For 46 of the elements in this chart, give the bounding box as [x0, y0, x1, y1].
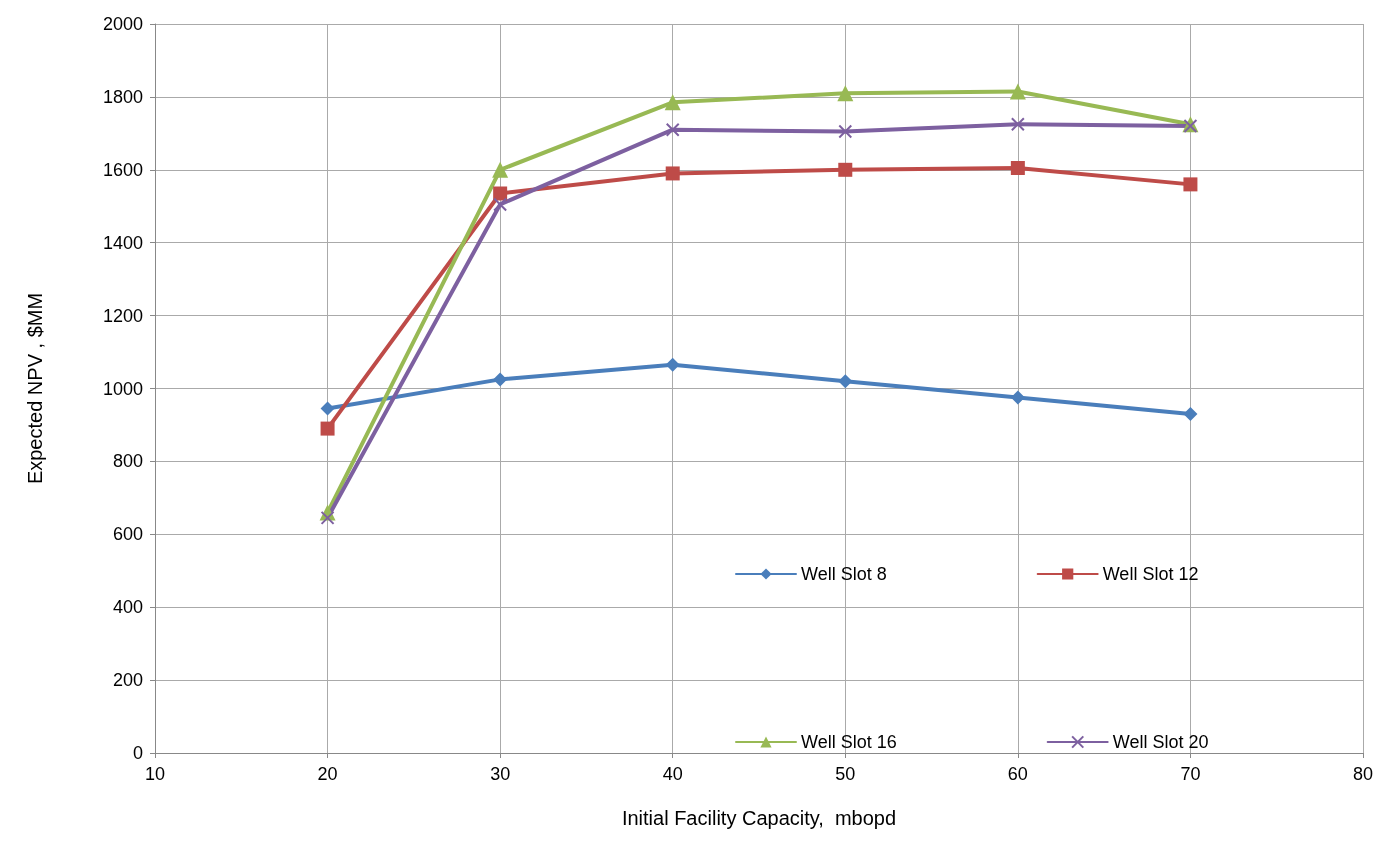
point — [492, 161, 509, 178]
legend-label: Well Slot 20 — [1112, 732, 1209, 752]
point — [493, 186, 508, 201]
x-axis-title: Initial Facility Capacity, mbopd — [621, 807, 897, 829]
legend-label: Well Slot 12 — [1102, 564, 1199, 584]
point — [837, 85, 854, 102]
x-tick-label: 50 — [835, 764, 856, 784]
y-tick-label: 400 — [112, 597, 143, 618]
point — [665, 166, 680, 181]
y-axis-title: Expected NPV , $MM — [24, 292, 46, 485]
point — [1010, 390, 1025, 405]
x-tick-label: 10 — [144, 764, 166, 784]
y-tick-label: 1400 — [102, 232, 143, 253]
x-tick-label: 30 — [490, 764, 511, 784]
point — [493, 197, 508, 212]
point — [493, 372, 508, 387]
x-tick-label: 40 — [662, 764, 683, 784]
point — [665, 122, 680, 137]
y-tick-label: 1000 — [102, 378, 143, 399]
y-tick-label: 200 — [112, 670, 143, 691]
x-tick-label: 70 — [1180, 764, 1201, 784]
point — [320, 510, 335, 525]
x-tick-label: 60 — [1007, 764, 1028, 784]
point — [1010, 117, 1025, 132]
point — [838, 374, 853, 389]
point — [1009, 83, 1026, 100]
y-tick-label: 2000 — [102, 14, 143, 34]
point — [1010, 160, 1025, 175]
point — [1183, 177, 1198, 192]
y-tick-label: 1200 — [102, 305, 143, 326]
y-tick-label: 800 — [112, 451, 143, 472]
y-tick-label: 1800 — [102, 86, 143, 107]
point — [665, 357, 680, 372]
y-tick-label: 600 — [112, 524, 143, 545]
y-tick-label: 0 — [132, 743, 143, 763]
point — [838, 124, 853, 139]
legend-label: Well Slot 16 — [801, 732, 897, 752]
point — [664, 94, 681, 111]
legend-label: Well Slot 8 — [801, 564, 887, 584]
x-tick-label: 80 — [1352, 764, 1374, 784]
point — [320, 421, 335, 436]
point — [1183, 407, 1198, 422]
point — [838, 162, 853, 177]
x-tick-label: 20 — [317, 764, 338, 784]
y-tick-label: 1600 — [102, 159, 143, 180]
point — [320, 401, 335, 416]
